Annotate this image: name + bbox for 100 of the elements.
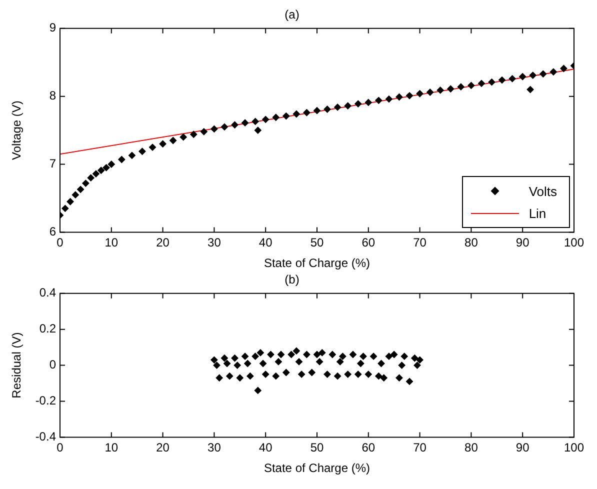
- point: [220, 354, 228, 362]
- point: [170, 136, 177, 144]
- point: [82, 180, 90, 187]
- point: [414, 362, 421, 369]
- point: [262, 370, 270, 378]
- point: [292, 347, 300, 354]
- x-tick-label: 70: [413, 236, 427, 250]
- x-tick-label: 80: [464, 440, 478, 455]
- point: [334, 372, 342, 380]
- point: [72, 191, 79, 198]
- point: [242, 352, 249, 360]
- point: [77, 186, 84, 193]
- point: [236, 374, 244, 382]
- point: [416, 356, 424, 364]
- y-tick-label: 7: [49, 156, 56, 171]
- chart-title: (b): [284, 272, 300, 287]
- y-axis-title: Residual (V): [10, 332, 24, 398]
- legend-label: Volts: [528, 184, 557, 199]
- point: [226, 372, 234, 380]
- point: [344, 370, 352, 378]
- point: [92, 170, 100, 178]
- point: [328, 351, 336, 358]
- point: [436, 86, 444, 94]
- point: [375, 372, 382, 380]
- point: [508, 75, 516, 82]
- point: [357, 360, 364, 368]
- point: [526, 86, 534, 94]
- point: [296, 358, 303, 366]
- point: [303, 109, 310, 116]
- x-tick-label: 50: [310, 236, 324, 250]
- x-tick-label: 30: [208, 440, 222, 455]
- point: [98, 166, 105, 174]
- point: [385, 96, 392, 103]
- point: [398, 362, 406, 369]
- point: [231, 354, 238, 362]
- x-tick-label: 60: [362, 236, 376, 250]
- point: [267, 351, 274, 358]
- y-tick-label: -0.4: [35, 430, 56, 444]
- point: [216, 374, 223, 382]
- point: [180, 134, 187, 141]
- y-tick-label: 8: [49, 88, 56, 103]
- point: [224, 360, 231, 368]
- point: [244, 360, 252, 368]
- point: [210, 356, 218, 364]
- point: [213, 362, 220, 369]
- x-tick-label: 90: [516, 236, 530, 250]
- point: [396, 374, 403, 382]
- chart-title: (a): [284, 8, 300, 22]
- point: [292, 110, 300, 118]
- point: [298, 370, 306, 378]
- point: [254, 126, 262, 134]
- x-tick-label: 10: [104, 236, 118, 250]
- point: [468, 82, 475, 89]
- point: [242, 119, 249, 126]
- point: [282, 368, 290, 376]
- point: [231, 121, 238, 128]
- point: [488, 78, 496, 86]
- point: [400, 352, 408, 360]
- point: [324, 106, 331, 113]
- point: [313, 351, 320, 358]
- point: [385, 352, 392, 360]
- point: [190, 130, 198, 138]
- point: [272, 372, 280, 380]
- point: [308, 368, 316, 376]
- y-axis-title: Voltage (V): [10, 100, 24, 160]
- point: [303, 351, 310, 358]
- point: [344, 102, 352, 110]
- point: [62, 204, 69, 212]
- point: [457, 83, 464, 90]
- y-tick-label: -0.2: [35, 394, 56, 408]
- point: [318, 349, 326, 356]
- point: [138, 148, 146, 155]
- legend-label: Lin: [528, 206, 546, 221]
- point: [498, 76, 506, 84]
- point: [378, 360, 385, 368]
- point: [370, 352, 378, 360]
- point: [262, 116, 270, 123]
- point: [278, 351, 285, 358]
- point: [406, 378, 414, 385]
- x-tick-label: 40: [258, 236, 273, 250]
- point: [426, 88, 434, 96]
- point: [313, 107, 320, 114]
- point: [390, 351, 398, 358]
- x-tick-label: 30: [208, 236, 222, 250]
- x-tick-label: 90: [516, 440, 530, 455]
- point: [108, 160, 115, 168]
- point: [478, 80, 485, 87]
- point: [220, 123, 228, 130]
- point: [375, 96, 382, 104]
- point: [529, 72, 536, 79]
- point: [416, 90, 424, 98]
- point: [118, 156, 126, 164]
- point: [354, 370, 362, 378]
- point: [339, 352, 346, 360]
- x-tick-label: 100: [564, 236, 584, 250]
- point: [396, 94, 403, 101]
- point: [336, 358, 344, 366]
- point: [210, 125, 218, 132]
- x-tick-label: 70: [413, 440, 427, 455]
- x-tick-label: 100: [564, 440, 584, 455]
